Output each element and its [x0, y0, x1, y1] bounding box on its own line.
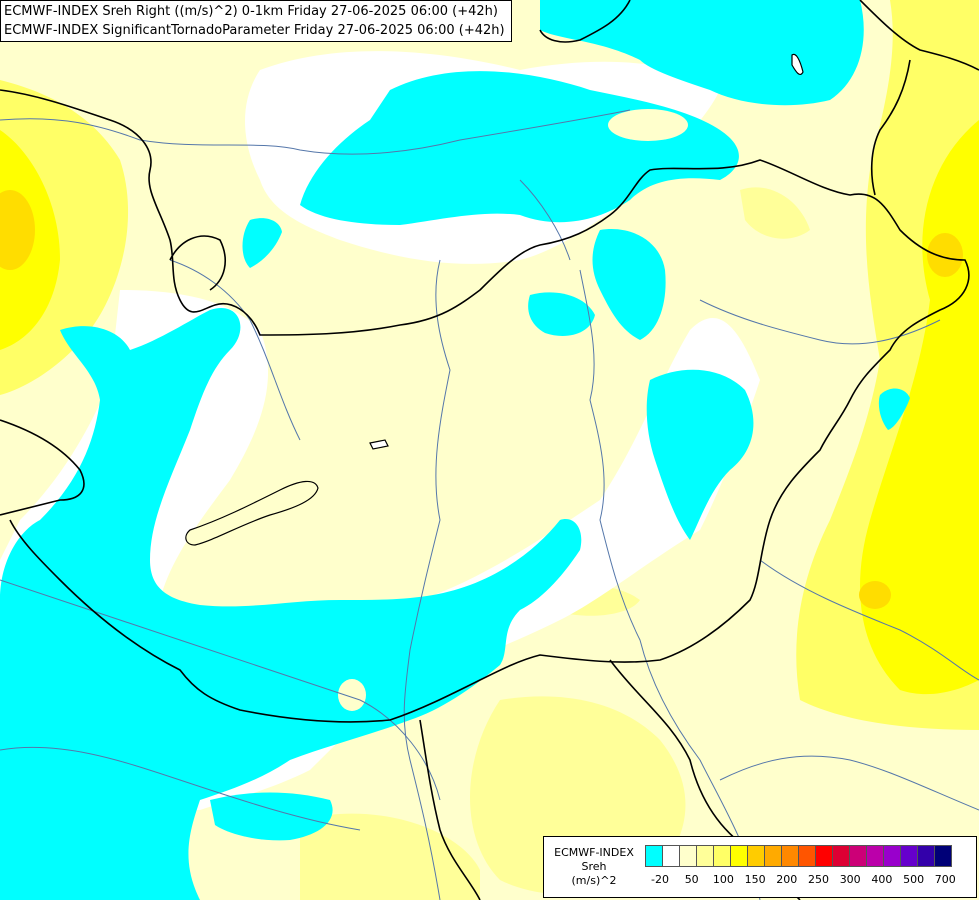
legend-swatch — [900, 845, 918, 867]
legend-swatch — [849, 845, 867, 867]
lake-balaton — [185, 480, 319, 546]
legend-title-line-1: ECMWF-INDEX — [554, 846, 634, 859]
legend-title-line-3: (m/s)^2 — [571, 874, 617, 887]
legend-swatch — [713, 845, 731, 867]
pale-islands — [338, 109, 688, 711]
title-line-1: ECMWF-INDEX Sreh Right ((m/s)^2) 0-1km F… — [4, 4, 498, 19]
cyan-zones — [0, 0, 910, 900]
legend-swatch — [832, 845, 850, 867]
title-line-2: ECMWF-INDEX SignificantTornadoParameter … — [4, 23, 505, 38]
legend-swatch — [764, 845, 782, 867]
legend-swatch — [815, 845, 833, 867]
legend-swatch — [730, 845, 748, 867]
color-legend: ECMWF-INDEX Sreh (m/s)^2 -20 50 100 150 200 2… — [543, 836, 977, 898]
legend-tick-label: 150 — [744, 873, 766, 886]
legend-swatch — [917, 845, 935, 867]
yellow-field-west — [0, 80, 129, 395]
legend-swatch — [696, 845, 714, 867]
legend-tick-label: -20 — [651, 873, 669, 886]
legend-tick-label: 500 — [903, 873, 925, 886]
legend-tick-label: 200 — [776, 873, 798, 886]
legend-tick-label: 100 — [712, 873, 734, 886]
map-title: ECMWF-INDEX Sreh Right ((m/s)^2) 0-1km F… — [0, 0, 512, 42]
lakes — [185, 53, 804, 546]
legend-tick-label: 300 — [839, 873, 861, 886]
rivers — [0, 109, 979, 900]
legend-swatch — [645, 845, 663, 867]
legend-swatch — [679, 845, 697, 867]
legend-swatch — [866, 845, 884, 867]
legend-swatch — [883, 845, 901, 867]
legend-ticks: -20 50 100 150 200 250 300 400 500 700 — [645, 873, 975, 889]
legend-tick-label: 50 — [684, 873, 699, 886]
legend-tick-label: 400 — [871, 873, 893, 886]
legend-swatch — [934, 845, 952, 867]
small-lake — [369, 439, 389, 450]
yellow-field-east — [796, 0, 979, 730]
legend-title-line-2: Sreh — [581, 860, 607, 873]
north-lake — [791, 53, 804, 76]
legend-swatch — [662, 845, 680, 867]
legend-swatch — [747, 845, 765, 867]
legend-tick-label: 700 — [934, 873, 956, 886]
legend-swatch — [798, 845, 816, 867]
legend-tick-label: 250 — [808, 873, 829, 886]
legend-swatch — [781, 845, 799, 867]
legend-title: ECMWF-INDEX Sreh (m/s)^2 — [548, 846, 640, 888]
legend-swatches — [645, 845, 952, 867]
